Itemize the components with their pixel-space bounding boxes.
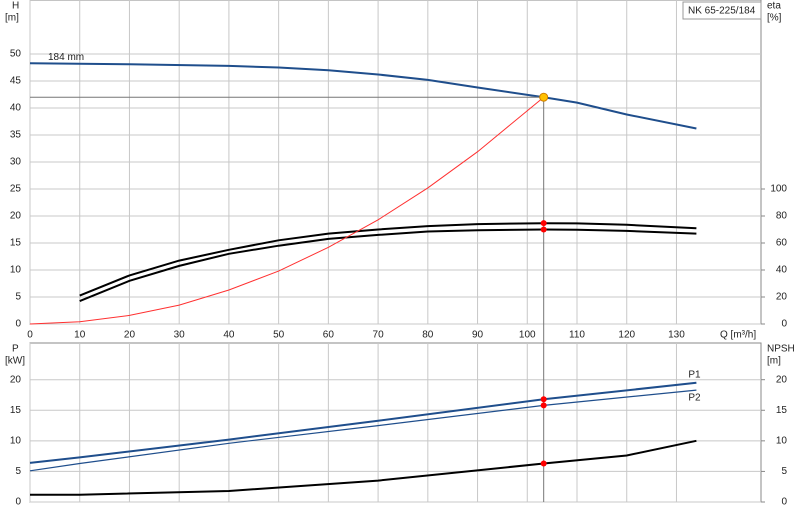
y2-axis-label: NPSH [767,344,795,355]
x-tick-label: 80 [422,330,434,341]
y-axis-label: H [12,1,19,12]
y2-axis-unit: [m] [767,356,781,367]
y2-axis-label: eta [767,1,781,12]
x-tick-label: 100 [519,330,536,341]
y-axis-unit: [m] [5,13,19,24]
y-tick-label: 45 [10,76,22,87]
series-label: 184 mm [48,52,84,63]
series-label: P2 [688,393,701,404]
x-tick-label: 0 [27,330,33,341]
series-line [29,389,697,472]
title-box [682,1,762,20]
series-label: P1 [688,369,701,380]
x-tick-label: 90 [472,330,484,341]
y-tick-label: 15 [10,238,22,249]
duty-point [540,220,547,227]
y-tick-label: 35 [10,130,22,141]
y-axis-label: P [12,344,19,355]
x-tick-label: 70 [373,330,385,341]
y2-tick-label: 10 [776,435,788,446]
y-tick-label: 15 [10,405,22,416]
x-axis-label: Q [m³/h] [720,330,756,341]
y-tick-label: 20 [10,374,22,385]
x-tick-label: 20 [124,330,136,341]
x-tick-label: 60 [323,330,335,341]
y2-tick-label: 60 [776,238,788,249]
y2-tick-label: 20 [776,292,788,303]
y2-tick-label: 40 [776,265,788,276]
series-line [29,381,697,464]
y-tick-label: 5 [15,466,21,477]
y2-tick-label: 80 [776,211,788,222]
y-tick-label: 20 [10,211,22,222]
duty-point [540,460,547,467]
x-tick-label: 120 [618,330,635,341]
series-line [30,439,697,496]
y-tick-label: 0 [15,497,21,508]
x-tick-label: 30 [174,330,186,341]
series-line [79,228,697,303]
series-line [29,62,697,130]
x-tick-label: 50 [273,330,285,341]
operating-point [539,92,549,102]
y2-tick-label: 0 [781,497,787,508]
y-tick-label: 25 [10,184,22,195]
duty-point [540,402,547,409]
y-tick-label: 10 [10,435,22,446]
x-tick-label: 130 [668,330,685,341]
y2-tick-label: 100 [770,184,787,195]
chart-title: NK 65-225/184 [688,6,756,17]
y2-tick-label: 5 [781,466,787,477]
duty-point [540,226,547,233]
series-line [79,222,697,297]
y-axis-unit: [kW] [5,356,25,367]
y-tick-label: 30 [10,157,22,168]
x-tick-label: 40 [223,330,235,341]
y2-tick-label: 0 [781,319,787,330]
duty-point [540,396,547,403]
y2-tick-label: 20 [776,374,788,385]
series-line [29,96,545,325]
y-tick-label: 10 [10,265,22,276]
y2-axis-unit: [%] [767,13,782,24]
y-tick-label: 40 [10,103,22,114]
y-tick-label: 5 [15,292,21,303]
y2-tick-label: 15 [776,405,788,416]
y-tick-label: 0 [15,319,21,330]
y-tick-label: 50 [10,49,22,60]
x-tick-label: 10 [74,330,86,341]
x-tick-label: 110 [569,330,585,341]
